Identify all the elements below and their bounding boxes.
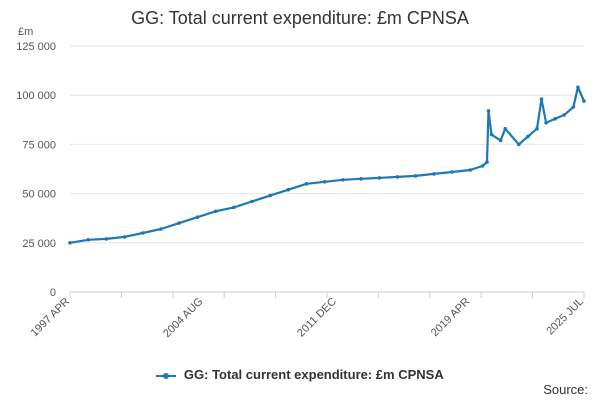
data-point [232,205,236,210]
data-point [395,175,400,179]
data-point [498,138,503,143]
data-point [539,97,544,101]
data-point [141,231,145,235]
source-label: Source: [543,382,588,397]
data-point [489,132,494,137]
y-tick-label: 25 000 [22,238,56,250]
data-point [562,113,567,117]
series-layer [68,85,586,245]
chart-title: GG: Total current expenditure: £m CPNSA [131,8,469,28]
data-point [68,241,72,245]
y-tick-label: 100 000 [16,90,56,102]
data-point [177,221,181,225]
data-point [377,176,382,180]
data-point [195,215,200,219]
data-point [480,164,485,168]
gridlines [70,45,584,244]
data-point [359,177,363,181]
data-point [517,142,521,147]
y-tick-label: 0 [50,287,56,299]
x-tick-label: 2025 JUL [544,296,586,338]
data-point [571,105,576,109]
data-point [413,174,418,178]
data-point [432,172,436,176]
data-point [553,117,557,121]
data-point [582,99,586,103]
axes: 0 25 000 50 000 75 000 100 000 125 000 1997 AP… [16,41,586,340]
data-point [104,237,109,241]
data-point [535,126,539,131]
x-tick-label: 2019 APR [429,296,473,340]
x-tick-label: 1997 APR [29,296,73,340]
data-point [86,238,90,242]
data-point [268,193,272,198]
data-point [576,85,580,90]
data-point [286,187,291,192]
data-point [468,168,473,172]
x-tick-label: 2011 DEC [295,296,339,340]
data-point [544,121,548,125]
y-axis-unit-label: £m [18,26,34,38]
data-point [485,160,489,164]
y-tick-label: 75 000 [22,139,56,151]
legend-label: GG: Total current expenditure: £m CPNSA [183,367,444,382]
y-tick-label: 50 000 [22,189,56,201]
data-point [503,126,508,131]
legend[interactable]: GG: Total current expenditure: £m CPNSA [0,367,600,382]
data-point [450,170,454,174]
x-tick-label: 2004 AUG [161,296,205,340]
data-point [159,227,163,231]
legend-swatch [156,370,177,382]
series-line [69,86,586,244]
data-point [341,178,345,182]
data-point [250,199,254,204]
data-point [322,180,327,184]
data-point [526,134,530,139]
data-point [486,109,491,113]
data-point [213,209,218,214]
data-point [122,235,127,239]
y-tick-label: 125 000 [16,41,56,53]
data-point [304,182,309,186]
